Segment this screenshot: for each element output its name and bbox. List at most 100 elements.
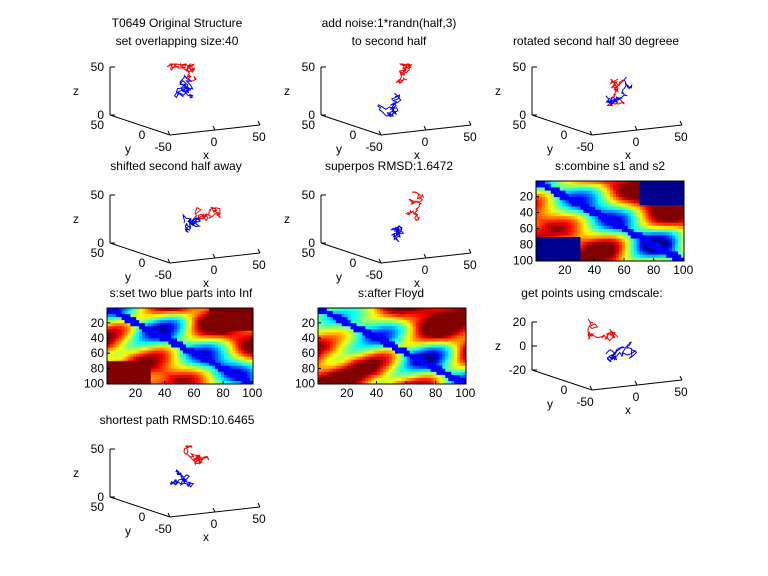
heatmap-cell [347, 353, 351, 357]
heatmap-cell [168, 350, 172, 354]
heatmap-cell [338, 356, 342, 360]
heatmap-cell [424, 359, 428, 364]
heatmap-cell [203, 317, 207, 321]
heatmap-cell [624, 245, 629, 249]
heatmap-cell [347, 317, 351, 321]
heatmap-cell [595, 251, 599, 255]
heatmap-cell [153, 323, 157, 327]
heatmap-cell [109, 329, 114, 333]
heatmap-cell [595, 219, 599, 223]
heatmap-cell [583, 184, 587, 188]
heatmap-cell [392, 365, 396, 370]
heatmap-cell [436, 341, 440, 345]
heatmap-cell [642, 213, 646, 217]
heatmap-cell [394, 371, 399, 376]
heatmap-cell [323, 377, 328, 382]
heatmap-cell [344, 356, 348, 360]
heatmap-cell [541, 190, 546, 195]
heatmap-cell [209, 356, 213, 360]
heatmap-cell [612, 241, 617, 246]
heatmap-cell [335, 365, 340, 370]
heatmap-cell [397, 314, 402, 318]
heatmap-cell [639, 238, 643, 243]
heatmap-cell [418, 362, 422, 367]
heatmap-cell [669, 257, 673, 262]
heatmap-cell [436, 353, 440, 357]
heatmap-cell [362, 338, 366, 342]
heatmap-cell [457, 314, 461, 318]
heatmap-cell [460, 341, 464, 345]
heatmap-cell [415, 311, 419, 315]
heatmap-cell [627, 235, 632, 239]
heatmap-cell [442, 353, 446, 357]
heatmap-cell [397, 356, 402, 360]
series-line [390, 224, 405, 243]
heatmap-cell [618, 248, 623, 252]
heatmap-cell [445, 317, 449, 321]
heatmap-cell [165, 356, 169, 360]
heatmap-cell [412, 371, 416, 376]
heatmap-cell [439, 311, 443, 315]
heatmap-cell [457, 353, 461, 357]
heatmap-cell [598, 184, 602, 188]
heatmap-cell [433, 347, 437, 351]
heatmap-cell [341, 359, 345, 364]
heatmap-cell [380, 362, 384, 367]
heatmap-cell [430, 323, 434, 327]
heatmap-cell [657, 206, 661, 211]
heatmap-cell [368, 332, 372, 336]
heatmap-cell [209, 347, 213, 351]
heatmap-cell [159, 377, 163, 382]
heatmap-cell [574, 216, 578, 220]
heatmap-cell [380, 347, 384, 351]
heatmap-cell [392, 308, 396, 312]
heatmap-cell [547, 206, 552, 211]
heatmap-cell [642, 229, 646, 233]
heatmap-cell [347, 371, 351, 376]
heatmap-cell [229, 341, 233, 345]
heatmap-cell [185, 353, 190, 357]
heatmap-cell [580, 181, 584, 185]
heatmap-cell [383, 335, 387, 339]
heatmap-cell [344, 368, 348, 373]
heatmap-cell [220, 329, 225, 333]
heatmap-cell [409, 323, 414, 327]
heatmap-cell [168, 359, 172, 364]
heatmap-cell [577, 209, 581, 214]
heatmap-cell [463, 362, 467, 367]
heatmap-cell [403, 311, 408, 315]
heatmap-cell [660, 203, 664, 207]
heatmap-cell [162, 320, 166, 324]
heatmap-cell [612, 225, 617, 230]
heatmap-cell [344, 326, 348, 330]
heatmap-cell [124, 335, 128, 339]
heatmap-cell [394, 359, 399, 364]
heatmap-cell [150, 353, 155, 357]
heatmap-cell [660, 235, 664, 239]
heatmap-cell [565, 222, 569, 227]
heatmap-cell [168, 371, 172, 376]
heatmap-cell [556, 216, 560, 220]
heatmap-cell [439, 308, 443, 312]
heatmap-cell [235, 380, 239, 385]
heatmap-cell [651, 241, 655, 246]
heatmap-cell [636, 197, 640, 201]
y-axis-label: y [336, 142, 342, 156]
heatmap-cell [217, 380, 222, 385]
heatmap-cell [350, 308, 354, 312]
heatmap-cell [136, 335, 140, 339]
heatmap-cell [392, 359, 396, 364]
heatmap-cell [368, 365, 372, 370]
heatmap-cell [433, 317, 437, 321]
y-tick-label: 60 [520, 222, 534, 236]
heatmap-cell [156, 350, 160, 354]
heatmap-cell [400, 332, 405, 336]
heatmap-cell [427, 308, 431, 312]
heatmap-cell [675, 206, 679, 211]
heatmap-cell [448, 353, 452, 357]
heatmap-cell [651, 216, 655, 220]
heatmap-cell [191, 371, 195, 376]
heatmap-cell [433, 344, 437, 348]
heatmap-cell [654, 222, 658, 227]
